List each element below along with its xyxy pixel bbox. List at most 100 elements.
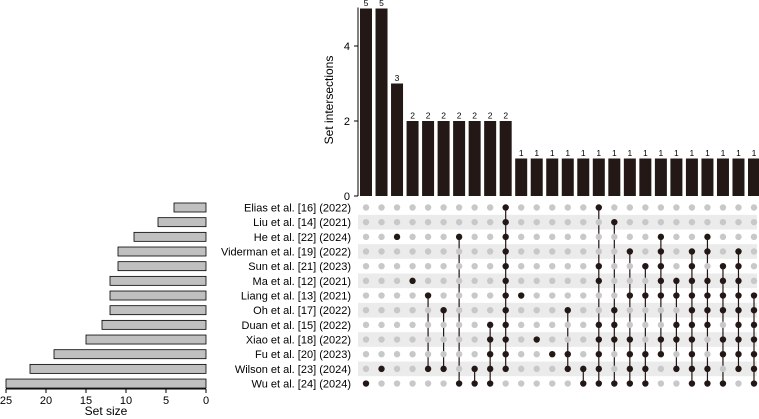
matrix-dot-filled [704,277,711,285]
set-size-bar [85,334,207,345]
set-size-bar [133,231,207,242]
matrix-dot-empty [564,277,571,285]
set-label: Liang et al. [13] (2021) [241,291,351,303]
matrix-dot-empty [673,306,680,314]
intersection-value-label: 2 [472,111,477,121]
set-label: Viderman et al. [19] (2022) [221,247,351,259]
matrix-dot-empty [719,365,727,373]
matrix-dot-empty [611,204,618,211]
matrix-dot-empty [626,262,634,270]
matrix-dot-empty [719,204,727,211]
matrix-dot-filled [688,262,696,270]
matrix-dot-filled [502,365,509,373]
matrix-dot-filled [657,248,665,255]
matrix-dot-empty [564,218,571,226]
matrix-dot-filled [673,365,680,373]
matrix-dot-filled [750,306,758,314]
matrix-dot-empty [424,262,432,270]
matrix-dot-filled [595,380,602,387]
matrix-dot-filled [657,233,665,241]
matrix-dot-empty [393,306,401,314]
matrix-dot-filled [533,336,540,343]
matrix-dot-filled [642,292,649,299]
matrix-dot-empty [362,365,370,373]
matrix-dot-empty [719,233,727,241]
matrix-dot-empty [657,380,665,387]
set-size-bar [5,378,207,389]
matrix-dot-empty [533,292,540,299]
matrix-dot-empty [564,248,571,255]
matrix-dot-empty [580,277,587,285]
matrix-dot-empty [378,204,385,211]
matrix-dot-empty [471,336,478,343]
matrix-dot-filled [673,336,680,343]
intersection-value-label: 1 [627,148,632,158]
matrix-dot-filled [719,351,727,358]
matrix-dot-empty [735,380,742,387]
matrix-dot-empty [750,218,758,226]
set-label: Wilson et al. [23] (2024) [235,364,351,376]
matrix-stripe [358,244,757,259]
intersection-value-label: 2 [426,111,431,121]
matrix-dot-empty [580,218,587,226]
set-size-axis-tick-label: 20 [40,395,52,407]
matrix-dot-filled [626,336,634,343]
matrix-dot-filled [673,321,680,329]
intersection-bar [406,121,419,196]
matrix-dot-empty [673,218,680,226]
matrix-dot-empty [673,262,680,270]
matrix-dot-empty [549,321,556,329]
matrix-dot-filled [735,321,742,329]
intersection-bar [453,121,466,196]
matrix-dot-empty [424,321,432,329]
matrix-dot-empty [362,204,370,211]
matrix-dot-empty [393,351,401,358]
matrix-dot-filled [440,306,447,314]
matrix-dot-filled [595,204,602,211]
matrix-dot-empty [378,306,385,314]
intersection-value-label: 1 [550,148,555,158]
matrix-dot-empty [362,248,370,255]
matrix-dot-empty [533,277,540,285]
intersection-value-label: 1 [519,148,524,158]
set-size-bar [109,275,207,286]
matrix-dot-empty [393,292,401,299]
intersection-value-label: 1 [674,148,679,158]
intersection-bar [530,158,543,196]
matrix-dot-empty [440,321,447,329]
matrix-dot-empty [486,233,494,241]
matrix-dot-filled [595,351,602,358]
matrix-dot-empty [735,233,742,241]
set-label: Ma et al. [12] (2021) [253,276,351,288]
matrix-dot-empty [626,277,634,285]
matrix-dot-filled [626,351,634,358]
matrix-dot-filled [626,365,634,373]
intersection-axis: Set intersections 0 2 4 [322,7,359,203]
matrix-dot-filled [455,380,463,387]
matrix-dot-empty [393,321,401,329]
matrix-dot-filled [704,365,711,373]
set-size-bar [101,319,207,330]
matrix-dot-filled [688,380,696,387]
matrix-dot-filled [626,292,634,299]
matrix-dot-empty [549,204,556,211]
matrix-dot-empty [424,380,432,387]
matrix-dot-empty [393,365,401,373]
matrix-stripe [358,361,757,377]
matrix-dot-empty [486,277,494,285]
intersection-value-label: 1 [534,148,539,158]
matrix-dot-empty [471,292,478,299]
matrix-dot-filled [750,365,758,373]
matrix-dot-empty [595,233,602,241]
matrix-dot-empty [424,351,432,358]
matrix-dot-empty [440,262,447,270]
matrix-dot-empty [719,218,727,226]
matrix-dot-empty [455,262,463,270]
matrix-dot-empty [549,380,556,387]
matrix-dot-filled [595,321,602,329]
matrix-dot-empty [424,233,432,241]
set-size-bar [53,349,207,360]
matrix-dot-filled [735,262,742,270]
matrix-dot-empty [704,336,711,343]
matrix-dot-filled [471,380,478,387]
